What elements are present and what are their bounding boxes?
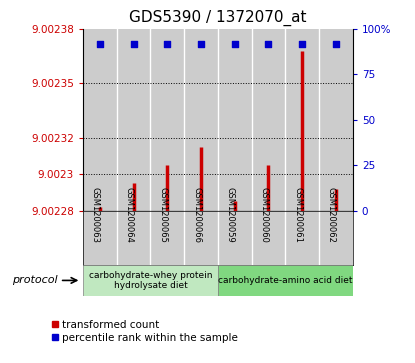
Text: GSM1200061: GSM1200061 — [293, 187, 302, 243]
Text: GSM1200065: GSM1200065 — [158, 187, 167, 243]
Point — [198, 41, 204, 46]
Point — [299, 41, 305, 46]
Text: carbohydrate-whey protein
hydrolysate diet: carbohydrate-whey protein hydrolysate di… — [89, 271, 212, 290]
Text: GSM1200062: GSM1200062 — [327, 187, 336, 243]
Bar — [319, 29, 353, 211]
Bar — [83, 29, 117, 211]
Bar — [184, 29, 218, 211]
Point — [232, 41, 238, 46]
Text: GSM1200059: GSM1200059 — [226, 187, 235, 243]
Bar — [286, 29, 319, 211]
Text: protocol: protocol — [12, 276, 58, 285]
Point — [164, 41, 171, 46]
Bar — [83, 265, 218, 296]
Text: GSM1200063: GSM1200063 — [91, 187, 100, 243]
Bar — [218, 29, 251, 211]
Point — [265, 41, 272, 46]
Title: GDS5390 / 1372070_at: GDS5390 / 1372070_at — [129, 10, 307, 26]
Text: GSM1200066: GSM1200066 — [192, 187, 201, 243]
Text: GSM1200060: GSM1200060 — [259, 187, 269, 243]
Point — [332, 41, 339, 46]
Bar — [117, 29, 151, 211]
Point — [97, 41, 103, 46]
Bar — [151, 29, 184, 211]
Text: carbohydrate-amino acid diet: carbohydrate-amino acid diet — [218, 276, 353, 285]
Bar — [251, 29, 286, 211]
Text: GSM1200064: GSM1200064 — [124, 187, 134, 243]
Bar — [218, 265, 353, 296]
Point — [130, 41, 137, 46]
Legend: transformed count, percentile rank within the sample: transformed count, percentile rank withi… — [47, 315, 242, 347]
